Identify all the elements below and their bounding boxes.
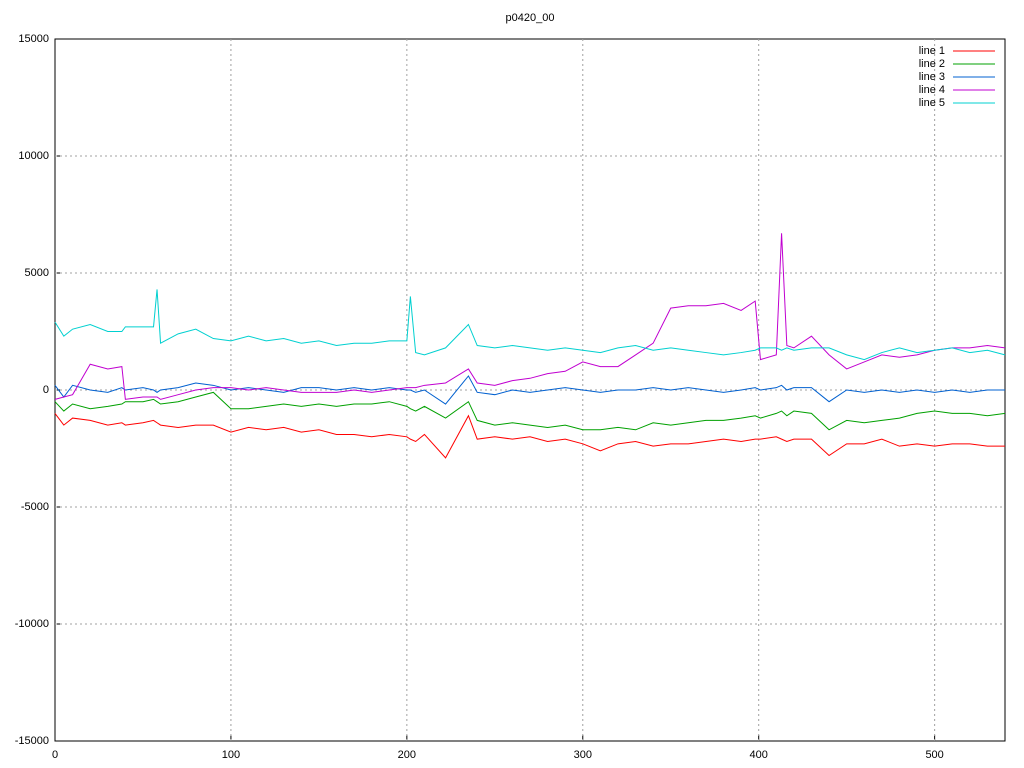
y-tick-label: 5000: [25, 267, 49, 279]
x-tick-label: 400: [750, 749, 768, 761]
data-line: [54, 413, 1005, 459]
y-tick-label: 15000: [18, 33, 49, 45]
legend-label: line 4: [919, 84, 945, 96]
x-tick-label: 0: [52, 749, 58, 761]
legend-label: line 5: [919, 97, 945, 109]
x-tick-label: 200: [398, 749, 416, 761]
data-line: [54, 375, 1005, 405]
x-tick-label: 300: [574, 749, 592, 761]
data-line: [54, 289, 1006, 361]
y-tick-label: 0: [43, 384, 49, 396]
legend-label: line 3: [919, 71, 945, 83]
legend-label: line 1: [919, 45, 945, 57]
chart-title: p0420_00: [506, 12, 555, 24]
y-tick-label: -15000: [15, 735, 49, 747]
y-tick-label: -5000: [21, 501, 49, 513]
data-line: [54, 391, 1006, 431]
y-tick-label: -10000: [15, 618, 49, 630]
x-tick-label: 500: [925, 749, 943, 761]
x-tick-label: 100: [222, 749, 240, 761]
y-tick-label: 10000: [18, 150, 49, 162]
data-line: [54, 233, 1006, 400]
legend-label: line 2: [919, 58, 945, 70]
